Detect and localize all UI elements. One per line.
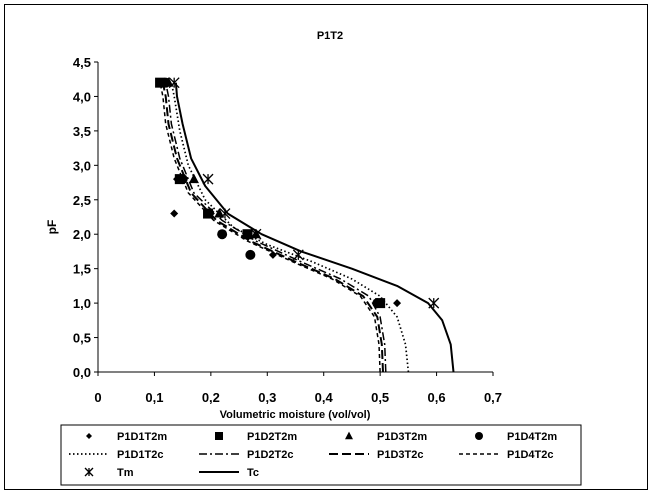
- legend-label: P1D2T2m: [247, 431, 297, 443]
- legend-swatch: [345, 431, 353, 440]
- y-tick-label: 1,5: [73, 262, 91, 277]
- legend-item-p1d4t2c: P1D4T2c: [459, 449, 553, 461]
- y-tick-label: 4,0: [73, 89, 91, 104]
- x-axis-label: Volumetric moisture (vol/vol): [220, 409, 371, 421]
- point-p1d2t2m: [242, 229, 253, 240]
- axes: [94, 61, 494, 376]
- legend-label: P1D2T2c: [247, 449, 293, 461]
- y-tick-label: 4,5: [73, 55, 91, 70]
- x-tick-label: 0,6: [428, 390, 446, 405]
- point-p1d3t2m: [214, 208, 225, 218]
- point-p1d3t2m: [188, 173, 199, 184]
- legend-item-p1d2t2m: P1D2T2m: [215, 431, 297, 443]
- legend-item-tc: Tc: [199, 467, 259, 479]
- legend-item-p1d4t2m: P1D4T2m: [475, 431, 557, 443]
- x-tick-label: 0,4: [315, 390, 334, 405]
- point-tm: [250, 228, 262, 240]
- y-tick-label: 1,0: [73, 296, 91, 311]
- x-tick-label: 0,7: [484, 390, 502, 405]
- legend-label: P1D3T2m: [377, 431, 427, 443]
- point-p1d2t2m: [155, 77, 166, 88]
- point-tm: [428, 297, 440, 309]
- legend-label: P1D1T2m: [117, 431, 167, 443]
- point-p1d2t2m: [203, 208, 214, 219]
- point-tm: [168, 77, 180, 89]
- series-line-p1d4t2c: [159, 82, 381, 373]
- y-tick-label: 2,5: [73, 193, 91, 208]
- point-p1d4t2m: [217, 229, 228, 240]
- series-line-p1d1t2c: [170, 82, 410, 373]
- tick-labels: 0 0,1 0,2 0,3 0,4 0,5 0,6 0,7 0,0 0,5 1,0 1,5 2,0 2,5…: [73, 55, 502, 405]
- legend-swatch: [86, 433, 92, 439]
- chart-frame: P1T2 0 0,1 0,2 0,3 0,4 0,5 0,6 0,7 0,0 0,5 1,0 1,5 2…: [4, 4, 648, 490]
- point-p1d4t2m: [245, 249, 256, 260]
- y-tick-label: 3,0: [73, 158, 91, 173]
- point-p1d1t2m: [393, 299, 402, 308]
- series-lines: [159, 82, 455, 373]
- chart-title: P1T2: [317, 30, 343, 42]
- legend-label: Tc: [247, 467, 259, 479]
- x-tick-label: 0,1: [145, 390, 163, 405]
- y-tick-label: 0,5: [73, 331, 91, 346]
- pf-chart: P1T2 0 0,1 0,2 0,3 0,4 0,5 0,6 0,7 0,0 0,5 1,0 1,5 2…: [45, 30, 582, 486]
- x-tick-label: 0: [94, 390, 101, 405]
- point-tm: [292, 249, 304, 261]
- point-p1d4t2m: [372, 298, 383, 309]
- legend-item-p1d1t2m: P1D1T2m: [86, 431, 167, 443]
- x-tick-label: 0,2: [202, 390, 220, 405]
- legend-item-p1d3t2m: P1D3T2m: [345, 431, 427, 443]
- point-tm: [202, 173, 214, 185]
- y-tick-label: 0,0: [73, 365, 91, 380]
- point-tm: [219, 208, 231, 220]
- point-p1d4t2m: [160, 77, 171, 88]
- point-p1d1t2m: [268, 250, 277, 259]
- legend-swatch: [84, 467, 94, 477]
- legend-item-p1d1t2c: P1D1T2c: [69, 449, 163, 461]
- series-markers: [155, 77, 440, 309]
- legend-swatch: [215, 432, 223, 440]
- legend-label: P1D4T2c: [507, 449, 553, 461]
- legend-label: P1D4T2m: [507, 431, 557, 443]
- y-tick-label: 2,0: [73, 227, 91, 242]
- legend-item-p1d3t2c: P1D3T2c: [329, 449, 423, 461]
- legend-label: Tm: [117, 467, 134, 479]
- series-line-p1d3t2c: [161, 82, 384, 373]
- legend-item-p1d2t2c: P1D2T2c: [199, 449, 293, 461]
- y-tick-label: 3,5: [73, 124, 91, 139]
- series-line-tc: [174, 82, 455, 373]
- legend-label: P1D1T2c: [117, 449, 163, 461]
- legend-label: P1D3T2c: [377, 449, 423, 461]
- x-tick-label: 0,3: [258, 390, 276, 405]
- point-p1d4t2m: [177, 174, 188, 185]
- legend-item-tm: Tm: [84, 467, 134, 479]
- series-line-p1d2t2c: [164, 82, 387, 373]
- legend: P1D1T2m P1D2T2m P1D3T2m P1D4T2m P1D1T2c P1D2T…: [60, 424, 582, 486]
- x-tick-label: 0,5: [371, 390, 389, 405]
- y-axis-label: pF: [45, 220, 59, 235]
- legend-box: [60, 424, 582, 486]
- point-p1d1t2m: [170, 209, 179, 218]
- legend-swatch: [475, 432, 483, 440]
